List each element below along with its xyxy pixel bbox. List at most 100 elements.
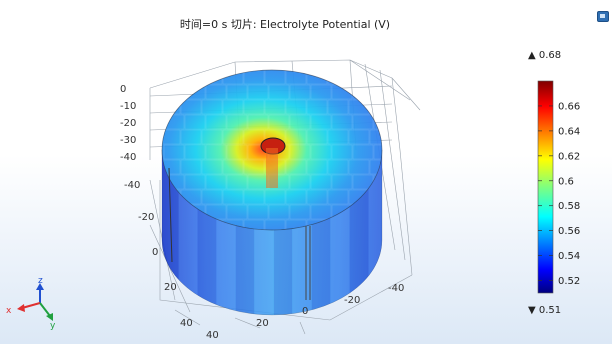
slice-cell: [243, 70, 265, 85]
electrode-pin: [168, 137, 311, 300]
triad-y-axis: [39, 302, 51, 317]
slice-cell: [247, 204, 269, 220]
triad-z-label: z: [38, 276, 43, 286]
slice-cell: [243, 159, 265, 175]
slice-cell: [226, 144, 248, 160]
slice-cell: [201, 129, 223, 145]
x-tick-4: -40: [388, 283, 404, 294]
slice-cell: [289, 174, 311, 190]
slice-cell: [205, 174, 227, 190]
slice-cell: [352, 114, 374, 130]
slice-cell: [352, 144, 374, 160]
y-tick-2: 0: [152, 247, 158, 258]
slice-cell: [247, 84, 269, 100]
slice-cell: [310, 114, 332, 130]
slice-cell: [285, 99, 307, 115]
slice-cell: [205, 84, 227, 100]
cylinder-top-edge: [161, 69, 383, 231]
x-tick-0: 40: [206, 330, 219, 341]
slice-cell: [243, 129, 265, 145]
slice-cell: [205, 144, 227, 160]
z-tick-3: -30: [120, 135, 136, 146]
slice-cell: [243, 99, 265, 115]
slice-cell: [289, 204, 311, 220]
z-axis-ticks: 0 -10 -20 -30 -40: [120, 84, 136, 163]
slice-cell: [163, 144, 185, 160]
slice-cell: [310, 174, 332, 190]
slice-cell: [184, 174, 206, 190]
y-tick-4: 40: [180, 318, 193, 329]
slice-cell: [285, 189, 307, 205]
colorbar-gradient: [537, 80, 554, 294]
colorbar-min-label: ▼ 0.51: [528, 305, 561, 316]
slice-cell: [226, 84, 248, 100]
slice-cell: [373, 144, 382, 160]
slice-cell: [268, 84, 290, 100]
slice-cell: [201, 189, 223, 205]
colorbar-tick-label: 0.54: [558, 251, 580, 262]
slice-cell: [285, 159, 307, 175]
slice-cell: [264, 189, 286, 205]
slice-cell: [306, 129, 328, 145]
export-image-icon[interactable]: [597, 11, 609, 22]
colorbar-tick-label: 0.52: [558, 276, 580, 287]
slice-cell: [268, 114, 290, 130]
y-tick-1: -20: [138, 212, 154, 223]
slice-cell: [243, 189, 265, 205]
slice-cell: [247, 114, 269, 130]
slice-cell: [226, 204, 248, 220]
slice-cell: [226, 174, 248, 190]
slice-cell: [289, 84, 311, 100]
slice-cell: [285, 129, 307, 145]
colorbar-tick-label: 0.62: [558, 151, 580, 162]
slice-cell: [162, 129, 181, 145]
x-axis-ticks: 40 20 0 -20 -40: [206, 283, 404, 341]
slice-cell: [331, 174, 353, 190]
slice-cell: [348, 159, 370, 175]
slice-cell: [222, 159, 244, 175]
slice-cell: [180, 70, 202, 85]
slice-cell: [201, 159, 223, 175]
slice-cell: [180, 99, 202, 115]
slice-cell: [222, 189, 244, 205]
x-tick-3: -20: [344, 295, 360, 306]
slice-cell: [306, 159, 328, 175]
slice-cell: [310, 204, 332, 220]
y-axis-ticks: -40 -20 0 20 40: [124, 180, 193, 329]
slice-cell: [264, 70, 286, 85]
slice-cell: [348, 129, 370, 145]
triad-y-label: y: [50, 321, 56, 331]
slice-cell: [373, 114, 382, 130]
slice-cell: [331, 144, 353, 160]
colorbar-ticks: 0.52 0.54 0.56 0.58 0.6 0.62 0.64 0.66: [538, 101, 580, 287]
triad-x-label: x: [6, 306, 12, 316]
cylinder-side-edge: [161, 150, 383, 316]
slice-cell: [162, 159, 181, 175]
colorbar-legend: ▲ 0.68 0.52 0.54 0.56 0.58 0.6 0.62 0.64 0.66 ▼…: [528, 50, 580, 316]
colorbar-tick-label: 0.56: [558, 226, 580, 237]
slice-cell: [264, 219, 286, 230]
slice-cell: [327, 99, 349, 115]
slice-cell: [285, 70, 307, 85]
slice-cell: [268, 204, 290, 220]
slice-cell: [226, 114, 248, 130]
z-tick-2: -20: [120, 118, 136, 129]
slice-cell: [184, 114, 206, 130]
slice-cell: [289, 114, 311, 130]
y-tick-0: -40: [124, 180, 140, 191]
slice-cell: [331, 114, 353, 130]
x-tick-1: 20: [256, 318, 269, 329]
slice-cell: [306, 99, 328, 115]
z-tick-0: 0: [120, 84, 126, 95]
slice-cell: [310, 84, 332, 100]
triad-x-axis: [21, 302, 41, 309]
plot-title: 时间=0 s 切片: Electrolyte Potential (V): [179, 18, 391, 31]
slice-cell: [306, 189, 328, 205]
slice-cell: [289, 144, 311, 160]
colorbar-tick-label: 0.66: [558, 101, 580, 112]
slice-cell: [327, 70, 349, 85]
slice-cell: [222, 129, 244, 145]
slice-cell: [348, 70, 370, 85]
